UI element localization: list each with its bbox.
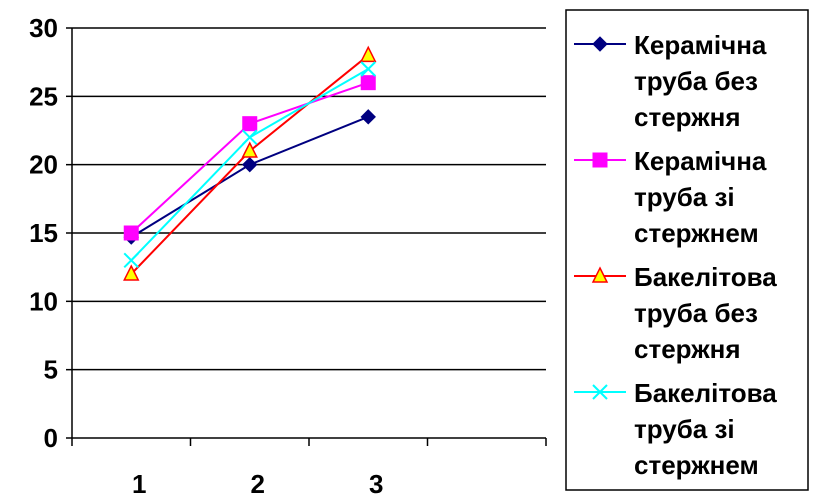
data-point-s0-2 [360, 109, 376, 125]
data-point-s2-0 [123, 264, 140, 281]
legend-label: труба без [634, 298, 758, 328]
legend-entry-0: Керамічна труба без стержня [574, 30, 767, 132]
y-tick-label: 20 [29, 150, 58, 180]
data-point-s2-1 [241, 141, 258, 158]
series-line-0 [130, 115, 369, 238]
legend-label: стержнем [634, 450, 759, 480]
legend-box [565, 9, 809, 491]
y-tick-label: 5 [44, 355, 58, 385]
x-tick-label: 2 [251, 469, 265, 498]
legend-label: Керамічна [634, 146, 767, 176]
legend-marker [592, 36, 608, 52]
legend-entry-3: Бакелітова труба зі стержнем [574, 378, 777, 480]
legend-marker [592, 384, 608, 400]
x-tick-label: 3 [369, 469, 383, 498]
x-marker-stroke [123, 252, 139, 269]
series-2 [123, 45, 377, 281]
axis-layer: 0 5 10 15 20 25 30 1 2 3 [29, 13, 547, 498]
legend-label: стержнем [634, 218, 759, 248]
legend-label: Керамічна [634, 30, 767, 60]
y-tick-label: 25 [29, 81, 58, 111]
y-tick-label: 10 [29, 286, 58, 316]
x-tick-label: 1 [132, 469, 146, 498]
data-point-s1-1 [242, 116, 258, 132]
y-tick-label: 0 [44, 423, 58, 453]
legend-label: стержня [634, 334, 741, 364]
legend-entry-1: Керамічна труба зі стержнем [574, 146, 767, 248]
legend-label: труба зі [634, 414, 735, 444]
legend-marker [592, 152, 608, 168]
data-point-s3-2 [360, 61, 376, 77]
series-layer [123, 45, 377, 281]
y-tick-label: 15 [29, 218, 58, 248]
x-marker-stroke [242, 129, 258, 146]
data-point-s1-0 [123, 225, 139, 241]
legend-label: Бакелітова [634, 262, 777, 292]
legend-entry-2: Бакелітова труба без стержня [574, 262, 777, 364]
data-point-s1-2 [360, 75, 376, 91]
data-point-s0-1 [242, 156, 258, 173]
y-tick-label: 30 [29, 13, 58, 43]
series-1 [123, 75, 376, 241]
legend-marker [591, 266, 609, 283]
x-marker-stroke [592, 384, 608, 400]
legend-label: стержня [634, 102, 741, 132]
legend-label: Бакелітова [634, 378, 777, 408]
data-point-s3-0 [123, 252, 139, 269]
x-marker-stroke [360, 61, 376, 77]
data-point-s3-1 [242, 129, 258, 146]
series-3 [123, 61, 376, 269]
legend-label: труба без [634, 66, 758, 96]
legend-label: труба зі [634, 182, 735, 212]
grid-layer [72, 27, 546, 371]
legend: Керамічна труба без стержня Керамічна труба … [565, 9, 809, 491]
data-point-s2-2 [360, 45, 377, 63]
